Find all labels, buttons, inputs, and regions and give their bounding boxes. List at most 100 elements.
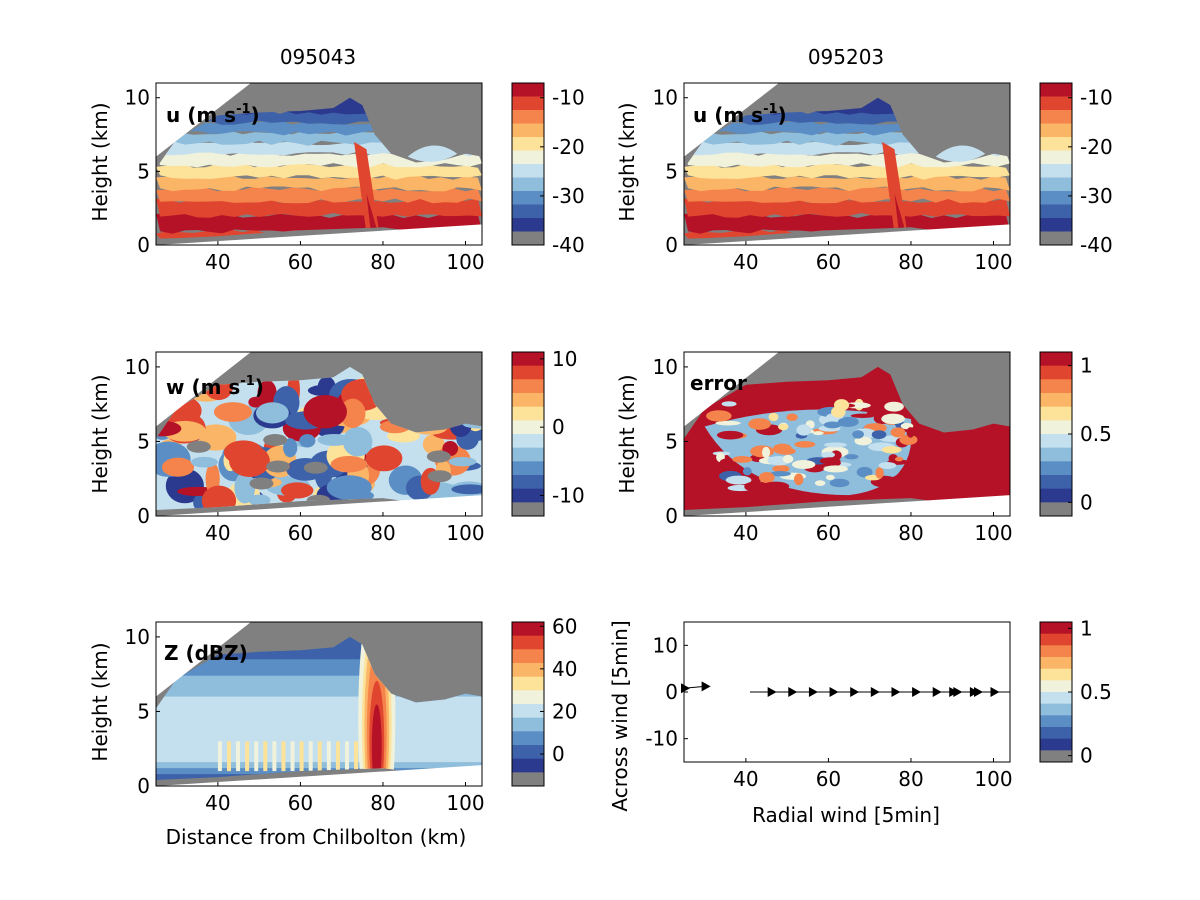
error-right-cell bbox=[844, 454, 859, 460]
error-right-cell bbox=[719, 458, 733, 468]
u-right-band bbox=[684, 186, 1010, 204]
z-left-streak bbox=[344, 741, 349, 772]
z-left-colorbar: 60 40 20 0 bbox=[511, 614, 577, 787]
x-tick-label: 60 bbox=[288, 250, 313, 274]
error-right-colorbar-swatch bbox=[1040, 352, 1072, 367]
error-right-cell bbox=[852, 430, 864, 439]
z-left-colorbar-tick-label: 60 bbox=[552, 614, 577, 638]
x-tick-label: 60 bbox=[816, 767, 841, 791]
z-left-streak bbox=[317, 741, 322, 772]
z-left-streak bbox=[335, 741, 340, 772]
z-left-colorbar-swatch bbox=[512, 772, 544, 787]
u-right-colorbar-swatch bbox=[1040, 150, 1072, 165]
wind-right-colorbar-swatch bbox=[1040, 727, 1072, 740]
error-right-colorbar-swatch bbox=[1040, 488, 1072, 503]
y-tick-label: 0 bbox=[665, 233, 678, 257]
y-tick-label: 5 bbox=[137, 699, 150, 723]
wind-right-colorbar-swatch bbox=[1040, 633, 1072, 646]
w-left-axes bbox=[155, 351, 483, 517]
x-tick-label: 100 bbox=[974, 250, 1012, 274]
error-right-cell bbox=[892, 474, 915, 483]
error-right-cell bbox=[871, 430, 887, 439]
u-left-colorbar-swatch bbox=[512, 110, 544, 124]
error-right-label: error bbox=[690, 371, 747, 395]
x-tick-label: 100 bbox=[446, 250, 484, 274]
u-right-label: u (m s-1) bbox=[693, 102, 787, 127]
u-left-band bbox=[156, 174, 482, 192]
u-left-colorbar-tick-label: -20 bbox=[552, 135, 585, 159]
z-left-colorbar-swatch bbox=[512, 622, 544, 637]
z-left-streak bbox=[217, 741, 222, 772]
u-right-ylabel: Height (km) bbox=[615, 102, 639, 221]
z-left-colorbar-tick-label: 20 bbox=[552, 699, 577, 723]
error-right-cell bbox=[878, 462, 897, 470]
u-right-colorbar-frame bbox=[1039, 82, 1073, 246]
u-right-colorbar-swatch bbox=[1040, 177, 1072, 192]
error-right-axes bbox=[683, 351, 1011, 517]
z-left-colorbar-frame bbox=[511, 621, 545, 787]
y-tick-label: 10 bbox=[653, 355, 678, 379]
z-left-colorbar-tick-label: 40 bbox=[552, 657, 577, 681]
x-tick-label: 40 bbox=[733, 767, 758, 791]
u-right-colorbar-tick-label: -10 bbox=[1080, 86, 1113, 110]
u-right-field bbox=[684, 83, 1010, 245]
wind-right-arrow bbox=[870, 687, 880, 697]
w-left-cell bbox=[303, 394, 347, 429]
w-left-gap bbox=[186, 440, 211, 453]
w-left-cell bbox=[190, 456, 218, 468]
error-right-colorbar-tick-label: 1 bbox=[1080, 354, 1093, 378]
z-left-colorbar-swatch bbox=[512, 758, 544, 773]
u-right-colorbar-swatch bbox=[1040, 137, 1072, 151]
y-tick-label: 5 bbox=[665, 429, 678, 453]
error-right-cell bbox=[850, 413, 875, 418]
error-right-cell bbox=[772, 443, 792, 454]
z-left-streak bbox=[326, 741, 331, 772]
u-left-column-core bbox=[366, 193, 377, 231]
w-left-colorbar: 10 0 -10 bbox=[511, 347, 585, 517]
w-left-cell bbox=[248, 494, 271, 506]
x-tick-label: 80 bbox=[898, 767, 923, 791]
y-tick-label: 5 bbox=[137, 159, 150, 183]
w-left-lower-wedge bbox=[156, 495, 482, 516]
u-left-colorbar-swatch bbox=[512, 191, 544, 205]
z-left-lower-wedge bbox=[156, 765, 482, 786]
u-left-colorbar-swatch bbox=[512, 123, 544, 138]
w-left-cell bbox=[255, 402, 289, 424]
wind-right-arrow-shaft bbox=[683, 685, 705, 689]
u-right-upper-cloud bbox=[935, 145, 986, 162]
z-left-colorbar-swatch bbox=[512, 731, 544, 746]
w-left-colorbar-tick-label: -10 bbox=[552, 484, 585, 508]
error-right-colorbar-swatch bbox=[1040, 461, 1072, 476]
u-right-colorbar-swatch bbox=[1040, 164, 1072, 178]
u-right-band bbox=[684, 174, 1010, 192]
z-left-streak bbox=[308, 741, 313, 772]
z-left-colorbar-swatch bbox=[512, 635, 544, 650]
y-tick-label: 0 bbox=[665, 680, 678, 704]
z-left-streak bbox=[281, 741, 286, 772]
error-right-cell bbox=[715, 420, 741, 426]
wind-right-colorbar-swatch bbox=[1040, 680, 1072, 693]
w-left-cell bbox=[161, 457, 195, 477]
z-left-colorbar-swatch bbox=[512, 717, 544, 732]
z-left-field bbox=[156, 622, 482, 786]
z-left-ylabel: Height (km) bbox=[88, 642, 112, 761]
wind-right-colorbar-swatch bbox=[1040, 750, 1072, 763]
u-left-colorbar-frame bbox=[511, 82, 545, 246]
u-right-colorbar-tick-label: -30 bbox=[1080, 184, 1113, 208]
error-right-cell bbox=[829, 478, 850, 488]
wind-right-arrow bbox=[912, 687, 922, 697]
w-left-cell bbox=[467, 428, 482, 441]
error-right-cell bbox=[770, 471, 791, 477]
error-right-cell bbox=[742, 467, 752, 476]
x-tick-label: 40 bbox=[205, 521, 230, 545]
u-left-upper-wedge bbox=[156, 83, 251, 157]
u-left-lower-wedge bbox=[156, 224, 482, 245]
w-left-ticks: 40 60 80 100 0 5 10 bbox=[125, 355, 485, 545]
u-left-colorbar-tick-label: -30 bbox=[552, 184, 585, 208]
wind-right-arrow bbox=[990, 687, 1000, 697]
